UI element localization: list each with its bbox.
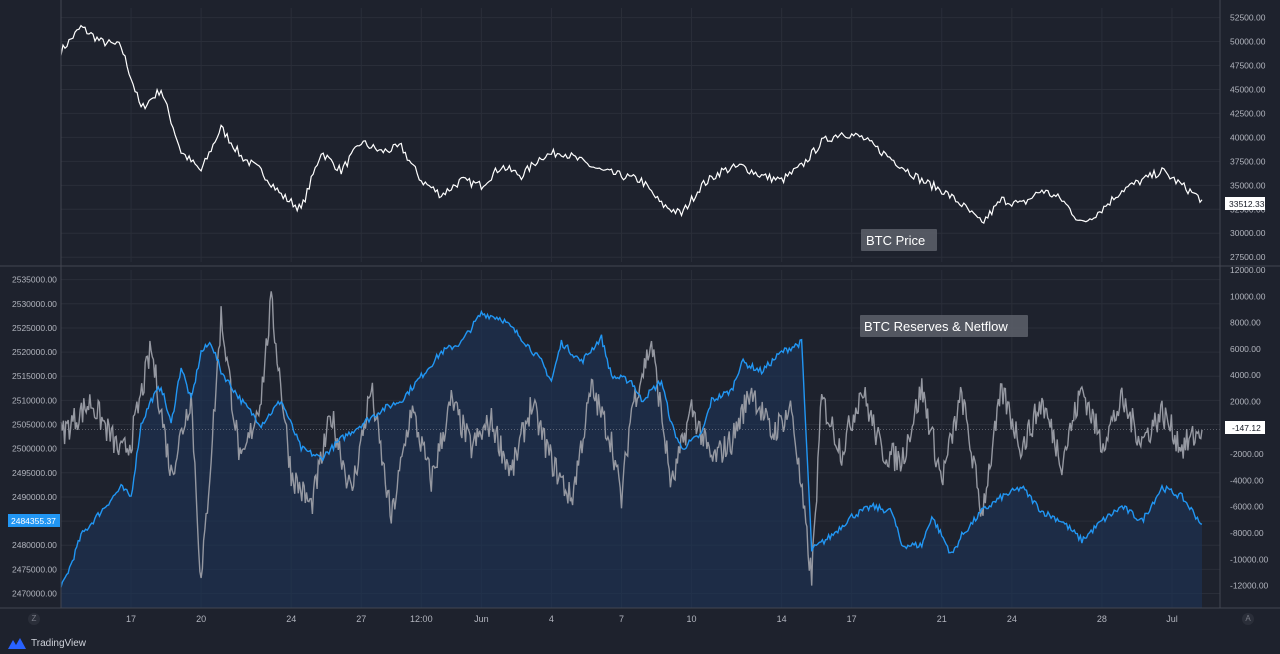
netflow-last-badge: -147.12 [1225,421,1265,434]
netflow-last-value: -147.12 [1232,423,1261,433]
price-y-tick-label: 27500.00 [1230,252,1266,262]
x-tick-label: 24 [1007,614,1017,624]
price-y-tick-label: 45000.00 [1230,84,1266,94]
reserves-last-value: 2484355.37 [11,516,56,526]
x-tick-label: 28 [1097,614,1107,624]
reserves-y-tick-label: 2535000.00 [12,275,57,285]
reserves-y-tick-label: 2505000.00 [12,420,57,430]
reserves-plot-area [60,291,1220,608]
price-series-line [60,24,1203,224]
reserves-y-tick-label: 2475000.00 [12,564,57,574]
x-tick-label: 17 [126,614,136,624]
x-tick-label: Jun [474,614,489,624]
x-tick-label: 12:00 [410,614,433,624]
price-legend: BTC Price [861,229,937,251]
tradingview-brand[interactable]: TradingView [8,635,86,651]
tradingview-logo-icon [8,638,26,649]
x-tick-label: 24 [286,614,296,624]
reserves-y-tick-label: 2495000.00 [12,468,57,478]
reserves-last-badge: 2484355.37 [8,514,60,527]
tradingview-brand-label: TradingView [31,637,87,649]
auto-scale-button[interactable]: A [1242,613,1254,625]
price-y-tick-label: 37500.00 [1230,156,1266,166]
price-y-tick-label: 40000.00 [1230,132,1266,142]
reserves-area-fill [61,311,1202,608]
price-y-tick-label: 52500.00 [1230,13,1266,23]
netflow-y-tick-label: -6000.00 [1230,502,1264,512]
reserves-y-tick-label: 2520000.00 [12,347,57,357]
netflow-y-tick-label: 2000.00 [1230,397,1261,407]
reserves-y-tick-label: 2530000.00 [12,299,57,309]
timezone-toggle-button[interactable]: Z [28,613,40,625]
auto-scale-label: A [1245,614,1251,623]
value-badges: 33512.33 2484355.37 -147.12 [8,197,1265,527]
netflow-y-tick-label: -12000.00 [1230,581,1269,591]
price-last-value: 33512.33 [1229,199,1265,209]
reserves-y-tick-label: 2470000.00 [12,589,57,599]
netflow-y-tick-label: -2000.00 [1230,449,1264,459]
netflow-series-line [60,291,1203,586]
reserves-y-tick-label: 2510000.00 [12,395,57,405]
price-y-tick-label: 42500.00 [1230,108,1266,118]
timezone-toggle-label: Z [31,614,37,623]
reserves-y-tick-label: 2525000.00 [12,323,57,333]
reserves-series-line [60,309,1203,588]
netflow-y-tick-label: 10000.00 [1230,291,1266,301]
x-tick-label: 10 [687,614,697,624]
price-last-badge: 33512.33 [1225,197,1265,210]
price-y-tick-label: 50000.00 [1230,37,1266,47]
x-tick-label: 14 [777,614,787,624]
price-y-tick-label: 30000.00 [1230,228,1266,238]
x-tick-label: 7 [619,614,624,624]
reserves-y-tick-label: 2490000.00 [12,492,57,502]
netflow-y-tick-label: 12000.00 [1230,265,1266,275]
netflow-y-tick-label: -8000.00 [1230,528,1264,538]
netflow-y-tick-label: -4000.00 [1230,475,1264,485]
reserves-y-tick-label: 2480000.00 [12,540,57,550]
reserves-y-tick-label: 2500000.00 [12,444,57,454]
netflow-y-tick-label: 4000.00 [1230,370,1261,380]
x-tick-label: Jul [1166,614,1178,624]
price-legend-label: BTC Price [866,233,925,248]
price-y-tick-label: 47500.00 [1230,61,1266,71]
price-pane-grid [61,8,1220,262]
x-tick-label: 27 [356,614,366,624]
netflow-y-tick-label: -10000.00 [1230,554,1269,564]
x-tick-label: 17 [847,614,857,624]
reserves-legend: BTC Reserves & Netflow [860,315,1028,337]
x-tick-label: 20 [196,614,206,624]
netflow-y-tick-label: 8000.00 [1230,318,1261,328]
reserves-y-tick-label: 2515000.00 [12,371,57,381]
price-plot-area [60,24,1203,224]
netflow-y-tick-label: 6000.00 [1230,344,1261,354]
x-tick-label: 4 [549,614,554,624]
x-tick-label: 21 [937,614,947,624]
price-y-tick-label: 35000.00 [1230,180,1266,190]
reserves-legend-label: BTC Reserves & Netflow [864,319,1008,334]
